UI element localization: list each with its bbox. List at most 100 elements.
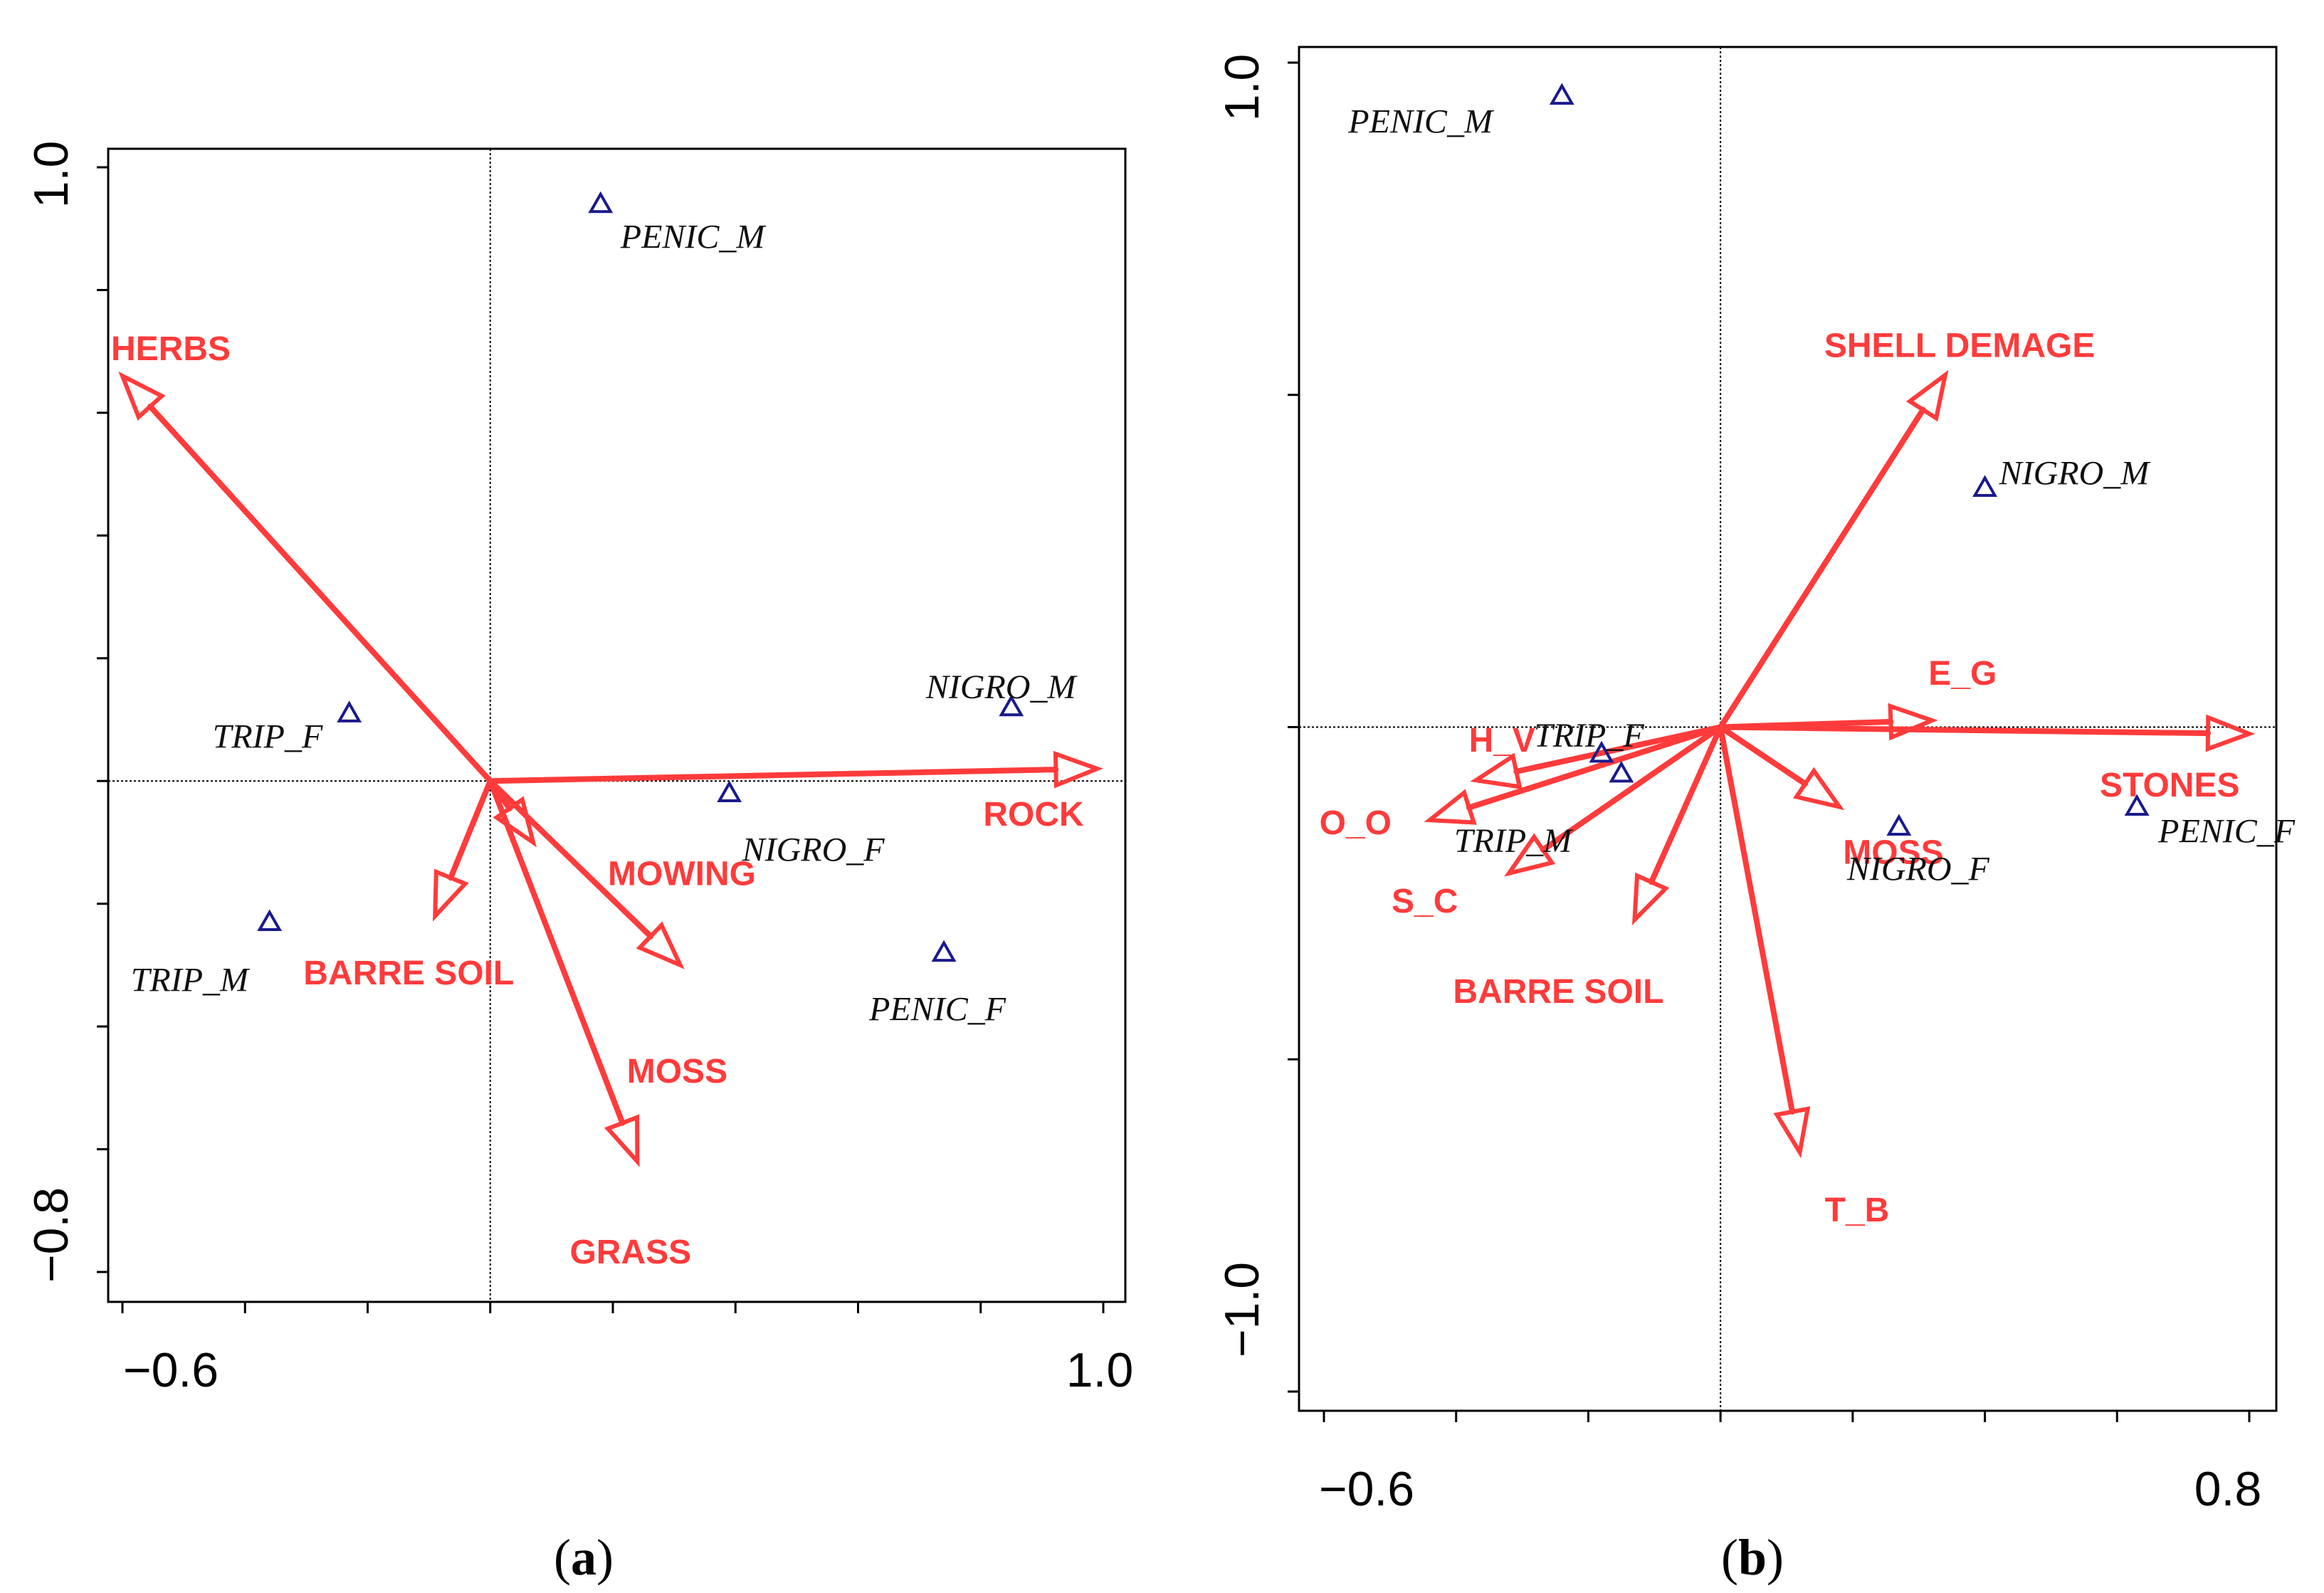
vector-label: MOSS [627,1053,727,1090]
vector-barre-soil: BARRE SOIL [303,778,514,992]
panel-a: −0.6 1.0 1.0 −0.8 HERBS ROCK BARRE SOIL MOWING M… [24,141,1133,1586]
vector-stones: STONES [1718,714,2256,804]
arrow-head-icon [636,921,685,969]
species-label: TRIP_M [131,962,251,999]
vector-o-o: O_O [1320,724,1724,842]
species-label: PENIC_M [1347,103,1495,141]
caption-open: ( [554,1529,571,1586]
species-nigro-f: NIGRO_F [717,780,885,868]
x-tick-label: −0.6 [1319,1462,1414,1516]
triangle-marker-icon [1589,740,1614,763]
species-label: NIGRO_F [742,831,885,868]
vector-line [487,778,654,940]
vector-shell-demage: SHELL DEMAGE [1718,327,2095,730]
species-label: PENIC_M [620,219,767,256]
arrow-head-icon [1888,703,1938,741]
triangle-marker-icon [931,940,957,962]
vector-label: O_O [1320,804,1392,842]
panel-caption: (b) [1721,1529,1784,1586]
vector-label: MOSS [1843,834,1943,872]
species-nigro-f: NIGRO_F [1846,814,1990,888]
x-tick-label: −0.6 [123,1343,219,1397]
vector-moss: MOSS [487,778,727,1090]
species-label: TRIP_M [1454,822,1574,860]
caption-close: ) [596,1529,614,1586]
triangle-marker-icon [257,909,283,932]
vector-herbs: HERBS [111,330,493,784]
vector-h-v: H_V [1469,722,1724,789]
vector-label: ROCK [983,796,1084,834]
triangle-marker-icon [1609,760,1634,783]
vector-line [448,778,493,881]
species-label: PENIC_F [868,991,1006,1029]
vector-label: H_V [1469,722,1535,759]
vector-line [487,767,1059,784]
species-label: TRIP_F [1534,717,1644,755]
vector-label: HERBS [111,330,231,368]
species-trip-m: TRIP_M [131,909,283,999]
vector-t-b: T_B [1718,724,1889,1229]
triangle-marker-icon [588,191,614,214]
vector-label: MOWING [608,855,756,893]
species-nigro-m: NIGRO_M [925,668,1078,717]
y-tick-label: −0.8 [24,1187,78,1283]
vector-barre-soil: BARRE SOIL [1453,724,1724,1011]
species-trip-f: TRIP_F [213,700,362,755]
arrow-head-icon [1792,767,1845,811]
species-label: PENIC_F [2157,813,2296,851]
plot-frame [1298,46,2278,1412]
arrow-head-icon [433,868,469,922]
species-nigro-m: NIGRO_M [1972,454,2152,497]
vector-line [1466,724,1724,811]
x-tick-label: 0.8 [2194,1462,2262,1516]
vector-line [1649,724,1724,885]
triangle-marker-icon [999,694,1024,717]
vector-label: BARRE SOIL [1453,973,1663,1011]
arrow-head-icon [1053,750,1103,789]
caption-letter: b [1738,1529,1767,1586]
y-tick-label: −1.0 [1215,1262,1269,1357]
triangle-marker-icon [1549,83,1574,105]
arrow-head-icon [1773,1106,1811,1159]
vector-line [147,404,493,784]
vector-moss: MOSS [1718,724,1944,872]
species-trip-f: TRIP_F [1534,717,1644,763]
species-label: NIGRO_F [1846,851,1990,888]
vector-line [1513,724,1724,774]
species-penic-f: PENIC_F [868,940,1006,1029]
vector-label: S_C [1392,883,1458,920]
y-tick-label: 1.0 [24,141,78,209]
arrow-head-icon [1504,833,1556,877]
vector-s-c: S_C [1392,724,1724,920]
triangle-marker-icon [337,700,362,722]
panel-b: −0.6 0.8 1.0 −1.0 SHELL DEMAGE E_G STONES H_V O_… [1215,46,2296,1586]
species-trip-m: TRIP_M [1454,760,1634,860]
species-label: NIGRO_M [925,668,1078,706]
triangle-marker-icon [1886,814,1912,836]
species-label: NIGRO_M [1999,454,2152,492]
vector-label: SHELL DEMAGE [1824,327,2095,365]
arrow-head-icon [1470,752,1523,789]
arrow-head-icon [1905,369,1949,422]
arrow-head-icon [1631,872,1670,925]
vector-label: E_G [1928,655,1997,693]
vector-label: STONES [2100,767,2240,804]
arrow-head-icon [1424,789,1477,825]
vector-mowing: MOWING [487,778,756,893]
vector-rock: ROCK [487,750,1103,834]
triangle-marker-icon [2124,794,2150,816]
vector-line [1540,724,1724,853]
species-penic-m: PENIC_M [588,191,767,256]
vector-grass: GRASS [487,778,691,1271]
arrow-head-icon [118,371,166,421]
vector-label: BARRE SOIL [303,955,514,992]
arrow-head-icon [604,1114,640,1167]
vector-line [1718,724,2212,737]
caption-open: ( [1721,1529,1738,1586]
species-label: TRIP_F [213,717,323,755]
species-penic-f: PENIC_F [2124,794,2296,851]
y-tick-label: 1.0 [1215,54,1269,122]
vector-label: GRASS [569,1234,691,1271]
plot-frame [107,147,1127,1303]
